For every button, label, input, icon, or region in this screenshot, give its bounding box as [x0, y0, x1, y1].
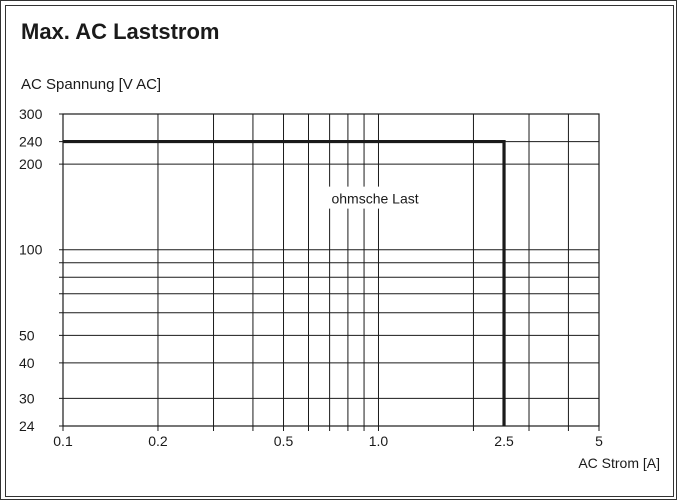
y-tick-label: 240: [19, 134, 43, 150]
annotation-box: [328, 186, 453, 209]
x-axis-label: AC Strom [A]: [578, 455, 660, 471]
plot-area: [62, 113, 600, 427]
x-tick-label: 5: [595, 433, 603, 449]
series-line: [63, 139, 506, 426]
chart-frame-inner: [5, 5, 674, 497]
y-tick-label: 50: [19, 327, 35, 343]
y-tick-label: 100: [19, 242, 43, 258]
y-tick-label: 300: [19, 106, 43, 122]
annotation-label: ohmsche Last: [331, 191, 418, 207]
x-tick-label: 1.0: [369, 433, 389, 449]
y-axis-label: AC Spannung [V AC]: [21, 76, 162, 93]
x-tick-label: 0.2: [148, 433, 168, 449]
y-tick-label: 30: [19, 390, 35, 406]
x-tick-label: 0.1: [53, 433, 73, 449]
x-tick-label: 0.5: [274, 433, 294, 449]
y-tick-label: 40: [19, 355, 35, 371]
chart-title: Max. AC Laststrom: [21, 19, 220, 44]
x-tick-label: 2.5: [494, 433, 514, 449]
y-tick-label: 24: [19, 418, 35, 434]
y-tick-label: 200: [19, 156, 43, 172]
